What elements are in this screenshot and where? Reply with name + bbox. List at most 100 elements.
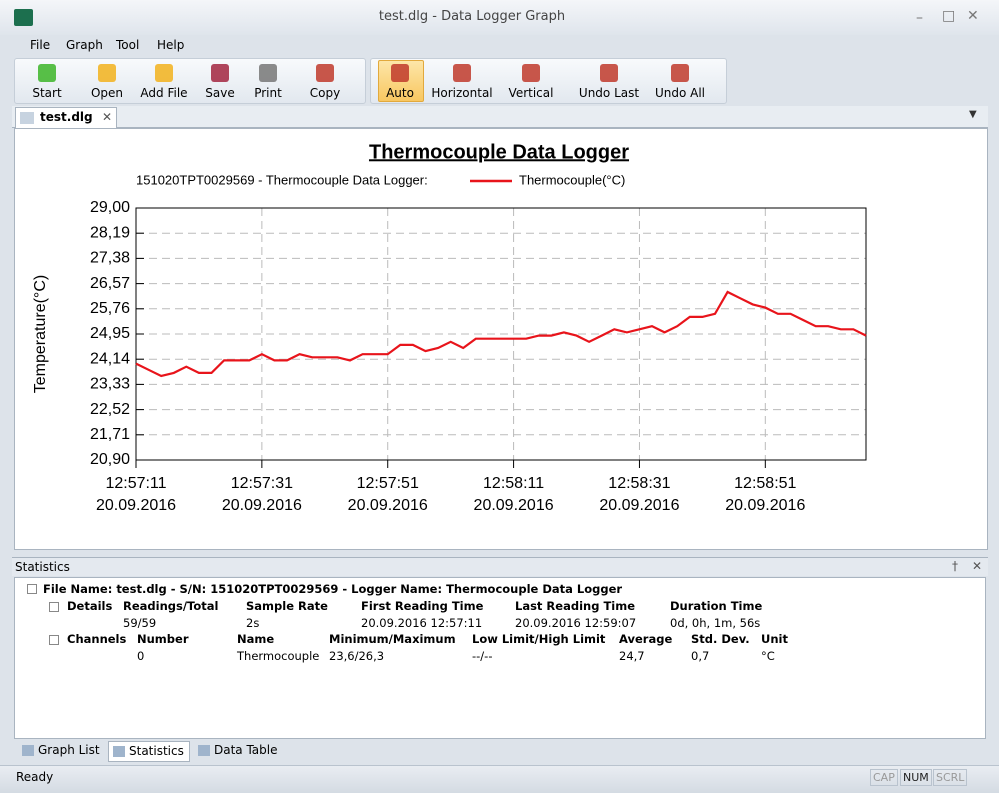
column-header: Unit: [761, 632, 788, 646]
document-tab[interactable]: test.dlg ✕: [15, 107, 117, 128]
bottom-tabs: Graph List Statistics Data Table: [12, 740, 988, 762]
tab-strip: test.dlg ✕ ▼: [12, 106, 988, 128]
y-tick-label: 28,19: [90, 224, 130, 241]
tab-icon: [113, 746, 125, 757]
window-title: test.dlg - Data Logger Graph: [378, 9, 566, 24]
column-header: Low Limit/High Limit: [472, 632, 606, 646]
button-icon: [155, 64, 173, 82]
toolbar-button[interactable]: Undo Last: [579, 59, 639, 101]
maximize-button[interactable]: □: [942, 8, 956, 24]
tree-toggle: [27, 584, 37, 594]
button-label: Copy: [309, 86, 341, 100]
tab-menu[interactable]: ▼: [969, 109, 977, 120]
data-line: [135, 290, 867, 378]
bottom-tab[interactable]: Graph List: [18, 741, 104, 760]
button-icon: [522, 64, 540, 82]
y-tick-label: 26,57: [90, 275, 130, 292]
section-label: Details: [67, 599, 113, 613]
column-header: Average: [619, 632, 673, 646]
toolbar-button[interactable]: Open: [79, 59, 135, 101]
menu-item[interactable]: File: [30, 38, 51, 52]
chart-panel: Thermocouple Data Logger 151020TPT002956…: [14, 128, 988, 550]
x-tick-label: 12:57:11 20.09.2016: [95, 475, 177, 514]
menu-item[interactable]: Help: [157, 38, 185, 52]
y-tick-label: 24,14: [90, 350, 130, 367]
button-icon: [600, 64, 618, 82]
button-label: Horizontal: [431, 86, 493, 100]
bottom-tab-label: Graph List: [38, 743, 100, 757]
statistics-title: Statistics: [15, 560, 70, 574]
tab-title: test.dlg: [40, 110, 93, 124]
menu-item[interactable]: Graph: [66, 38, 103, 52]
button-icon: [38, 64, 56, 82]
status-text: Ready: [16, 770, 54, 784]
y-tick-label: 25,76: [90, 300, 130, 317]
y-tick-label: 24,95: [90, 325, 130, 342]
legend-prefix: 151020TPT0029569 - Thermocouple Data Log…: [136, 172, 428, 187]
button-icon: [259, 64, 277, 82]
toolbar-button[interactable]: Start: [19, 59, 75, 101]
toolbar-button[interactable]: Undo All: [652, 59, 708, 101]
status-bar: Ready CAP NUM SCRL: [0, 765, 999, 793]
statistics-tree: File Name: test.dlg - S/N: 151020TPT0029…: [14, 577, 986, 739]
button-label: Auto: [386, 86, 414, 100]
cell: Thermocouple: [237, 649, 320, 663]
column-header: Name: [237, 632, 275, 646]
status-indicator: NUM: [900, 769, 932, 786]
file-name: File Name: test.dlg - S/N: 151020TPT0029…: [43, 582, 623, 596]
button-label: Vertical: [508, 86, 554, 100]
toolbar-button[interactable]: Print: [240, 59, 296, 101]
toolbar-button[interactable]: Horizontal: [431, 59, 493, 101]
close-button[interactable]: ✕: [967, 8, 979, 24]
cell: °C: [761, 649, 775, 663]
chart: Thermocouple Data Logger 151020TPT002956…: [32, 141, 867, 468]
legend-label: Thermocouple(°C): [519, 172, 625, 187]
bottom-tab-label: Data Table: [214, 743, 278, 757]
tree-toggle: [49, 602, 59, 612]
column-header: Duration Time: [670, 599, 763, 613]
column-header: Readings/Total: [123, 599, 219, 613]
button-icon: [98, 64, 116, 82]
button-icon: [211, 64, 229, 82]
column-header: Sample Rate: [246, 599, 328, 613]
x-tick-label: 12:58:11 20.09.2016: [473, 475, 554, 514]
x-tick-label: 12:58:31 20.09.2016: [599, 475, 680, 514]
cell: 20.09.2016 12:59:07: [515, 616, 637, 630]
section-label: Channels: [67, 632, 127, 646]
toolbar-button[interactable]: Vertical: [503, 59, 559, 101]
button-icon: [391, 64, 409, 82]
y-tick-label: 27,38: [90, 250, 130, 267]
pin-button[interactable]: †: [952, 559, 958, 573]
close-button[interactable]: ✕: [972, 559, 983, 573]
bottom-tab-label: Statistics: [129, 744, 184, 758]
title-bar: test.dlg - Data Logger Graph – □ ✕: [0, 0, 999, 35]
column-header: Last Reading Time: [515, 599, 636, 613]
y-tick-label: 20,90: [90, 451, 130, 468]
y-axis-label: Temperature(°C): [32, 275, 49, 393]
toolbar-button[interactable]: Copy: [297, 59, 353, 101]
tab-close[interactable]: ✕: [102, 110, 113, 124]
toolbar-button[interactable]: Add File: [136, 59, 192, 101]
bottom-tab[interactable]: Data Table: [194, 741, 280, 760]
minimize-button[interactable]: –: [916, 10, 923, 26]
bottom-tab[interactable]: Statistics: [108, 741, 190, 762]
status-indicator: SCRL: [933, 769, 968, 786]
toolbar-button[interactable]: Auto: [372, 59, 428, 101]
button-icon: [316, 64, 334, 82]
column-header: First Reading Time: [361, 599, 484, 613]
cell: --/--: [472, 649, 493, 663]
y-tick-label: 22,52: [90, 401, 130, 418]
tab-icon: [22, 745, 34, 756]
button-label: Start: [32, 86, 62, 100]
cell: 0,7: [691, 649, 710, 663]
toolbar-group: [14, 58, 366, 104]
menu-item[interactable]: Tool: [116, 38, 140, 52]
column-header: Std. Dev.: [691, 632, 750, 646]
tree-toggle: [49, 635, 59, 645]
chart-title: Thermocouple Data Logger: [369, 141, 629, 163]
button-label: Add File: [140, 86, 188, 100]
toolbar-button[interactable]: Save: [192, 59, 248, 101]
button-label: Save: [205, 86, 235, 100]
button-label: Print: [254, 86, 282, 100]
